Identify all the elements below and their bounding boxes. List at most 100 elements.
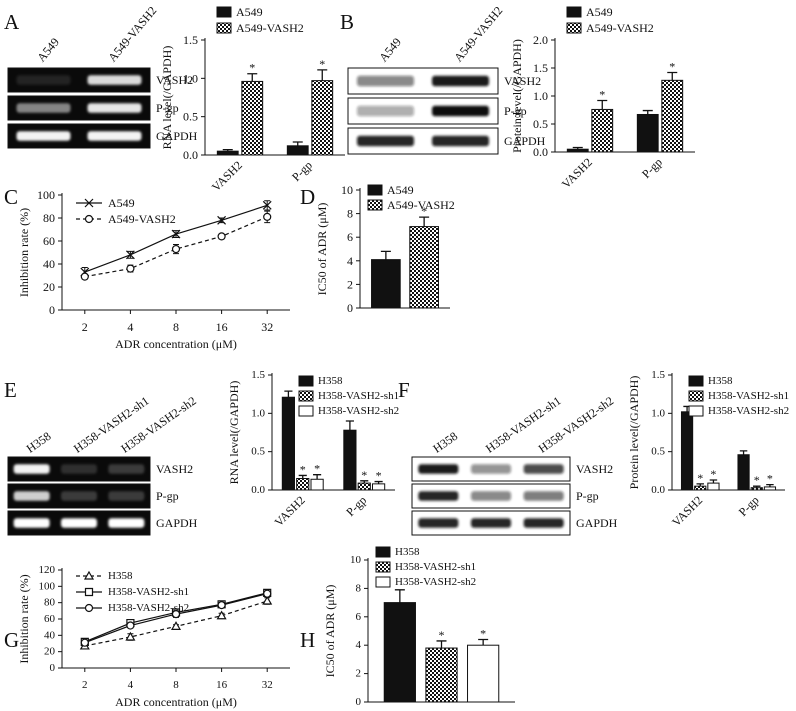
blot-band: [432, 105, 489, 117]
significance-mark: *: [421, 204, 427, 218]
blot-band: [61, 464, 97, 474]
x-tick-label: 8: [173, 320, 179, 334]
error-bar: [419, 216, 430, 227]
x-tick-label: 8: [173, 679, 179, 691]
error-bar: [247, 73, 258, 82]
bar: [383, 602, 416, 703]
y-tick-label: 60: [43, 234, 55, 248]
y-axis-label: Inhibition rate (%): [17, 574, 31, 663]
x-tick-label: 32: [262, 679, 273, 691]
significance-mark: *: [669, 59, 675, 73]
blot-band: [108, 491, 145, 501]
blot-band: [357, 135, 414, 147]
bar: [694, 485, 707, 491]
legend-label: H358-VASH2-sh2: [318, 405, 399, 417]
legend-label: A549-VASH2: [387, 198, 455, 212]
significance-mark: *: [599, 87, 605, 101]
point: [171, 244, 181, 254]
legend-swatch: [688, 405, 704, 417]
legend-swatch: [688, 375, 704, 387]
x-tick-label: P-gp: [639, 155, 665, 181]
y-tick-label: 1.5: [651, 369, 665, 381]
blot-band: [432, 135, 489, 147]
blot-row-label: VASH2: [156, 73, 193, 87]
y-tick-label: 60: [44, 613, 56, 625]
x-tick-label: 4: [128, 679, 134, 691]
blot-band: [108, 518, 145, 528]
bar: [737, 454, 750, 491]
y-axis-label: IC50 of ADR (μM): [315, 203, 329, 296]
blot-row-label: GAPDH: [576, 516, 618, 530]
y-tick-label: 0.0: [183, 148, 198, 162]
significance-mark: *: [439, 628, 445, 642]
legend-label: A549: [236, 5, 263, 19]
point: [262, 595, 273, 605]
y-tick-label: 0.5: [533, 117, 548, 131]
error-bar: [374, 480, 383, 484]
blot-column-label: A549: [376, 35, 404, 64]
blot-row-label: P-gp: [156, 101, 179, 115]
error-bar: [709, 479, 718, 484]
y-tick-label: 0: [347, 301, 353, 315]
legend-swatch: [375, 546, 391, 558]
blot-band: [16, 75, 71, 85]
panel-label: D: [300, 185, 315, 209]
significance-mark: *: [300, 462, 306, 476]
blot-band: [432, 75, 489, 87]
legend-label: H358-VASH2-sh1: [395, 561, 476, 573]
blot-band: [61, 491, 97, 501]
bar: [566, 148, 589, 153]
legend-marker: [84, 587, 94, 597]
bar: [357, 482, 371, 491]
x-tick-label: VASH2: [209, 158, 245, 194]
error-bar: [298, 474, 307, 479]
y-tick-label: 1.5: [533, 61, 548, 75]
blot-column-label: A549-VASH2: [451, 4, 505, 65]
panel-label: C: [4, 185, 18, 209]
y-tick-label: 0.5: [183, 110, 198, 124]
x-tick-label: VASH2: [272, 493, 308, 529]
x-tick-label: VASH2: [669, 493, 705, 529]
y-tick-label: 20: [44, 646, 56, 658]
bar: [371, 259, 401, 309]
blot-band: [523, 491, 564, 501]
bar: [467, 644, 500, 703]
bar: [636, 113, 659, 153]
legend-label: H358-VASH2-sh1: [108, 586, 189, 598]
legend-label: H358: [708, 375, 733, 387]
error-bar: [380, 250, 391, 260]
legend-label: H358-VASH2-sh2: [708, 405, 789, 417]
y-tick-label: 0: [50, 662, 56, 674]
error-bar: [739, 450, 748, 455]
y-tick-label: 1.0: [251, 407, 265, 419]
y-tick-label: 4: [347, 254, 353, 268]
y-axis-label: Inhibition rate (%): [17, 208, 31, 297]
y-tick-label: 40: [44, 629, 56, 641]
bar: [661, 79, 684, 153]
x-axis-label: ADR concentration (μM): [115, 695, 237, 709]
y-tick-label: 80: [43, 211, 55, 225]
legend-label: H358-VASH2-sh2: [108, 602, 189, 614]
significance-mark: *: [697, 471, 703, 485]
x-tick-label: 2: [82, 320, 88, 334]
y-tick-label: 100: [37, 188, 55, 202]
significance-mark: *: [249, 61, 255, 75]
blot-band: [13, 464, 50, 474]
point: [216, 610, 227, 620]
bar: [680, 411, 694, 491]
bar: [372, 483, 386, 491]
blot-band: [13, 491, 50, 501]
blot-band: [418, 464, 459, 474]
significance-mark: *: [314, 462, 320, 476]
bar: [409, 226, 439, 309]
blot-band: [61, 518, 97, 528]
blot-band: [87, 75, 142, 85]
y-tick-label: 6: [356, 611, 362, 623]
bar: [286, 145, 309, 156]
point: [171, 610, 181, 619]
y-tick-label: 8: [356, 582, 362, 594]
legend-marker: [84, 603, 94, 613]
legend-swatch: [216, 22, 232, 34]
